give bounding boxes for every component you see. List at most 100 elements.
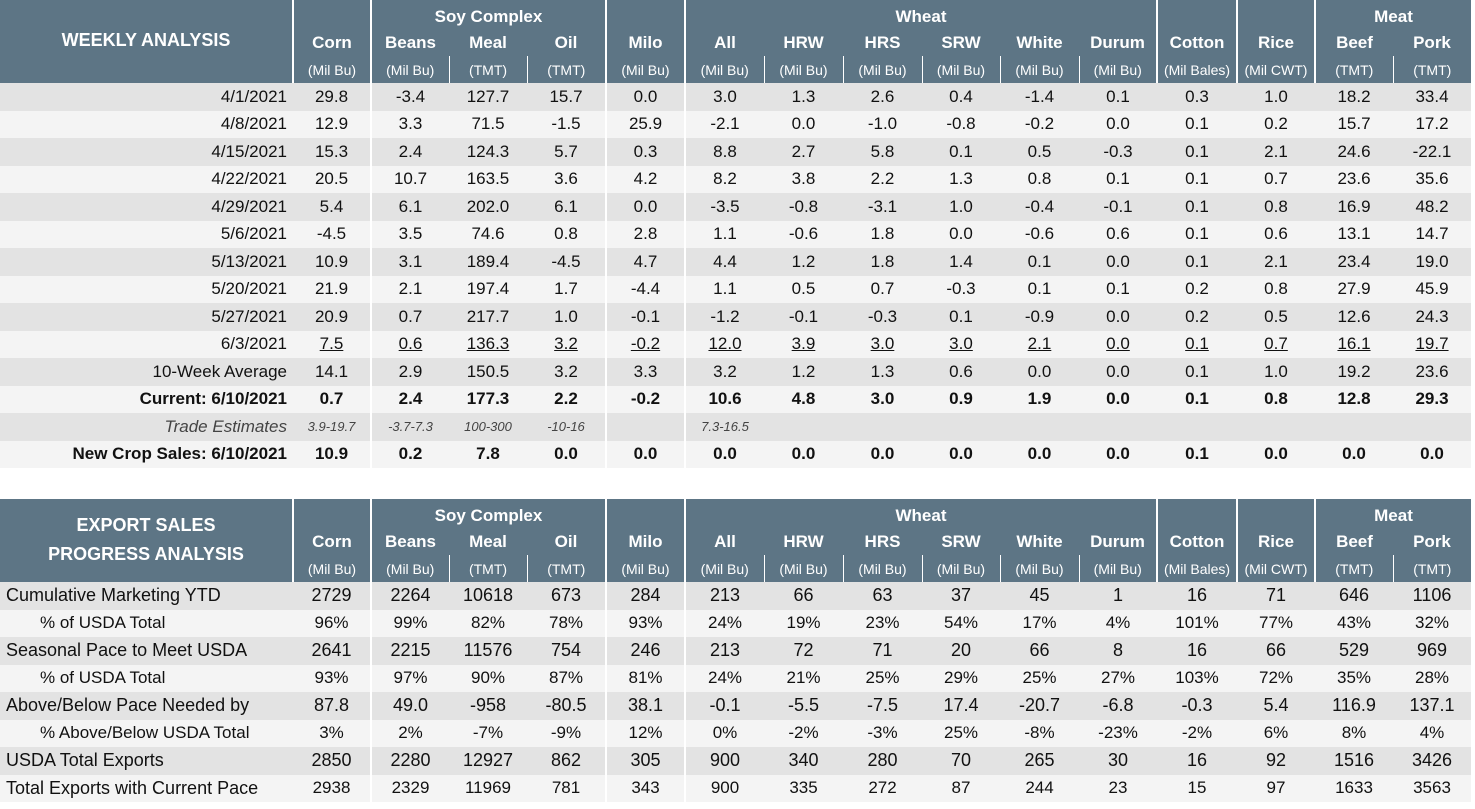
table-cell: 5.7 <box>527 138 606 166</box>
cell-value: 24.6 <box>1337 141 1371 161</box>
table-cell <box>1000 413 1079 441</box>
cell-value: 0.0 <box>1264 444 1288 464</box>
cell-value: 3.2 <box>554 361 578 381</box>
table-cell: 646 <box>1315 582 1393 610</box>
table-cell: 28% <box>1393 664 1471 692</box>
row-label: Cumulative Marketing YTD <box>0 582 293 610</box>
table-cell: 1.8 <box>843 220 922 248</box>
table-cell: -0.1 <box>764 303 843 331</box>
row-label: 4/22/2021 <box>0 165 293 193</box>
column-header-milo: Milo <box>605 29 685 56</box>
table-cell: 0.0 <box>1079 358 1157 386</box>
table-cell: 8.2 <box>684 165 764 193</box>
table-cell: -0.1 <box>605 303 685 331</box>
column-unit: (Mil Bu) <box>842 555 922 582</box>
column-header-beef: Beef <box>1314 29 1393 56</box>
cell-value: 19.2 <box>1337 361 1371 381</box>
column-header-oil: Oil <box>527 29 606 56</box>
table-cell: 0.0 <box>1079 385 1157 413</box>
column-header-srw: SRW <box>922 528 1000 555</box>
row-label: Total Exports with Current Pace <box>0 774 293 802</box>
table-cell: 3% <box>293 719 371 747</box>
table-cell: 3.9-19.7 <box>293 413 371 441</box>
column-header-hrw: HRW <box>764 29 843 56</box>
cell-value: 19.7 <box>1415 334 1449 354</box>
table-cell: 17% <box>1000 609 1079 637</box>
table-cell: 3.5 <box>370 220 449 248</box>
table-cell: 0.5 <box>764 275 843 303</box>
table-cell: 23.6 <box>1315 165 1393 193</box>
table-cell: 12.0 <box>684 330 764 358</box>
table-cell: 2.1 <box>1237 248 1315 276</box>
table-cell: 87 <box>922 774 1000 802</box>
group-label-soy: Soy Complex <box>370 499 606 528</box>
table-cell: 1106 <box>1393 582 1471 610</box>
table-cell: 1.0 <box>1237 83 1315 111</box>
row-label: Current: 6/10/2021 <box>0 385 293 413</box>
table-cell: 2215 <box>370 637 449 665</box>
column-unit: (Mil Bu) <box>999 56 1079 83</box>
table-cell: 82% <box>449 609 527 637</box>
cell-value: 0.1 <box>1106 86 1130 106</box>
cell-value: 0.5 <box>1264 306 1288 326</box>
table-cell: 0.1 <box>1000 248 1079 276</box>
cell-value: 202.0 <box>466 196 510 216</box>
group-label-wheat: Wheat <box>684 499 1157 528</box>
table-cell: 3.3 <box>605 358 685 386</box>
cell-value: 0.0 <box>1106 444 1130 464</box>
table-cell: 96% <box>293 609 371 637</box>
cell-value: 197.4 <box>466 279 510 299</box>
table-cell: 2.1 <box>370 275 449 303</box>
table-cell: 2729 <box>293 582 371 610</box>
table-cell: 0.7 <box>843 275 922 303</box>
table-cell: 246 <box>605 637 685 665</box>
table-cell: 0.7 <box>293 385 371 413</box>
table-cell <box>1237 413 1315 441</box>
column-unit: (Mil Bu) <box>842 56 922 83</box>
cell-value: 0.7 <box>398 306 423 326</box>
cell-value: 8.8 <box>713 141 737 161</box>
table-title-text: WEEKLY ANALYSIS <box>61 30 231 50</box>
column-unit: (TMT) <box>1392 555 1471 582</box>
table-cell: 35.6 <box>1393 165 1471 193</box>
table-cell: -0.9 <box>1000 303 1079 331</box>
table-row: Current: 6/10/2021 0.7 2.4 177.3 2.2 -0.2 10.6… <box>0 385 1471 413</box>
table-cell: -4.5 <box>527 248 606 276</box>
cell-value: 1.3 <box>949 169 973 189</box>
cell-value: 0.0 <box>633 196 658 216</box>
table-cell: 16 <box>1157 637 1237 665</box>
table-cell: 2850 <box>293 747 371 775</box>
column-header-meal: Meal <box>449 528 527 555</box>
cell-value: 4.7 <box>633 251 658 271</box>
cell-value: 3.0 <box>870 334 895 354</box>
cell-value: 1.7 <box>554 279 578 299</box>
table-cell: -1.0 <box>843 110 922 138</box>
cell-value: 12.6 <box>1337 306 1371 326</box>
table-cell: 1.3 <box>843 358 922 386</box>
cell-value: 29.8 <box>314 86 349 106</box>
table-cell: 5.4 <box>1237 692 1315 720</box>
cell-value: 2.6 <box>870 86 895 106</box>
column-unit: (TMT) <box>448 555 527 582</box>
column-header-meal: Meal <box>449 29 527 56</box>
cell-value: 3.3 <box>633 361 658 381</box>
cell-value: 19.0 <box>1415 251 1449 271</box>
cell-value: 0.7 <box>1264 169 1288 189</box>
cell-value: 16.1 <box>1337 334 1371 354</box>
table-cell: 3.9 <box>764 330 843 358</box>
table-row: Cumulative Marketing YTD 2729 2264 10618 673… <box>0 582 1471 610</box>
cell-value: 4.8 <box>791 389 816 409</box>
column-header-pork: Pork <box>1393 528 1471 555</box>
table-cell: 14.7 <box>1393 220 1471 248</box>
cell-value: 127.7 <box>466 86 510 106</box>
table-cell: 3.0 <box>843 385 922 413</box>
table-cell: 0.6 <box>922 358 1000 386</box>
table-cell: 1.1 <box>684 220 764 248</box>
cell-value: 6.1 <box>554 196 578 216</box>
table-cell: 18.2 <box>1315 83 1393 111</box>
table-row: 5/20/2021 21.9 2.1 197.4 1.7 -4.4 1.1 0.5 0.7 -0.… <box>0 275 1471 303</box>
cell-value: -1.0 <box>867 114 898 134</box>
row-label: 4/1/2021 <box>0 83 293 111</box>
table-cell: 0.0 <box>605 83 685 111</box>
table-cell <box>1315 413 1393 441</box>
